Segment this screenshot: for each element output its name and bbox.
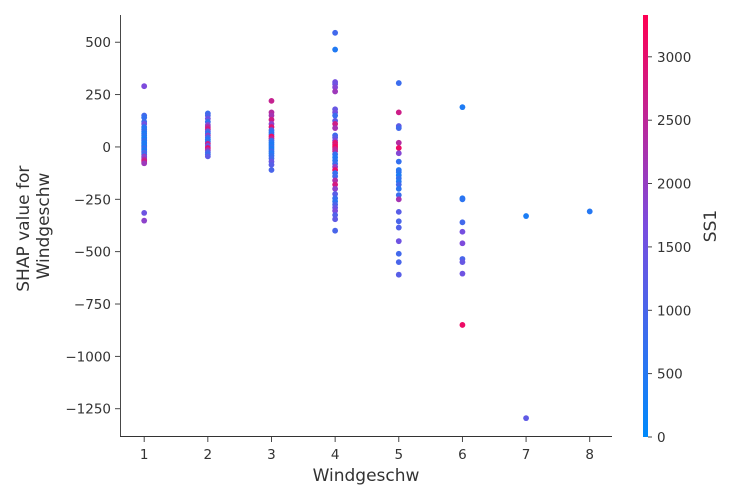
data-point [459,228,466,235]
data-point [395,181,402,188]
data-point [332,177,339,184]
data-point [459,104,466,111]
x-axis-label: Windgeschw [313,466,420,486]
data-point [204,153,211,160]
data-point [268,97,275,104]
data-point [395,192,402,199]
data-point [395,139,402,146]
y-tick-label: 0 [102,140,111,156]
y-tick-label: −250 [74,192,111,208]
colorbar-tick-label: 2000 [657,177,691,193]
data-point [395,208,402,215]
y-tick-label: −500 [74,245,111,261]
data-point [395,185,402,192]
colorbar-tick-label: 3000 [657,50,691,66]
x-tick-label: 6 [458,447,467,463]
data-point [268,167,275,173]
data-point [459,219,466,226]
data-point [395,218,402,225]
data-point [523,213,529,219]
colorbar-tick-label: 1000 [657,303,691,319]
x-tick-label: 5 [394,447,403,463]
data-point [395,259,402,266]
data-point [332,88,339,95]
colorbar-label: SS1 [701,210,721,242]
x-axis-ticks: 1 2 3 4 5 6 7 8 [140,437,594,463]
data-point [586,208,593,215]
data-point [141,160,148,167]
data-point [459,322,466,328]
data-point [332,84,339,91]
data-point [332,121,339,127]
data-point [395,80,402,86]
data-point [332,216,339,223]
data-point [332,181,339,188]
data-point [268,161,275,168]
data-point [332,112,339,119]
data-point [332,227,339,234]
data-point [268,112,275,119]
colorbar-ticks: 0 500 1000 1500 2000 2500 3000 [648,50,691,446]
colorbar-tick-label: 0 [657,430,666,446]
y-axis-label-line-1: SHAP value for [14,166,34,292]
data-point [332,191,339,197]
x-tick-label: 1 [140,447,149,463]
x-tick-label: 3 [267,447,276,463]
y-tick-label: −1250 [65,402,111,418]
data-point [395,271,402,278]
data-point [395,250,402,257]
data-point [459,270,466,277]
y-tick-label: 500 [85,35,111,51]
data-point [332,185,339,192]
data-point [459,240,466,247]
data-point [141,83,148,90]
y-axis-ticks: 500 250 0 −250 −500 −750 −1000 −1250 [65,35,120,418]
data-point [395,158,402,165]
x-tick-label: 7 [522,447,531,463]
x-tick-label: 2 [204,447,213,463]
data-point [141,210,148,216]
data-point [395,238,402,245]
data-point [332,29,339,36]
data-point [459,196,466,203]
x-tick-label: 8 [585,447,594,463]
y-tick-label: 250 [85,88,111,104]
data-point [395,224,402,231]
data-point [332,125,339,131]
data-point [395,150,402,157]
colorbar [643,15,648,437]
data-point [395,196,402,203]
colorbar-tick-label: 500 [657,367,683,383]
data-point [141,114,148,121]
colorbar-tick-label: 2500 [657,113,691,129]
data-point [332,173,339,180]
data-point [332,207,339,214]
data-point [395,125,402,131]
colorbar-tick-label: 1500 [657,240,691,256]
data-point [459,259,466,266]
y-tick-label: −750 [74,297,111,313]
y-axis-label-line-2: Windgeschw [34,172,54,279]
data-point [395,109,402,116]
x-tick-label: 4 [331,447,340,463]
data-point [141,217,148,224]
data-point [332,212,339,218]
data-points [141,29,593,422]
y-axis-label: SHAP value for Windgeschw [14,160,54,291]
data-point [523,415,529,422]
data-point [332,46,339,53]
data-point [268,116,275,123]
data-point [395,145,402,151]
y-tick-label: −1000 [65,349,111,365]
